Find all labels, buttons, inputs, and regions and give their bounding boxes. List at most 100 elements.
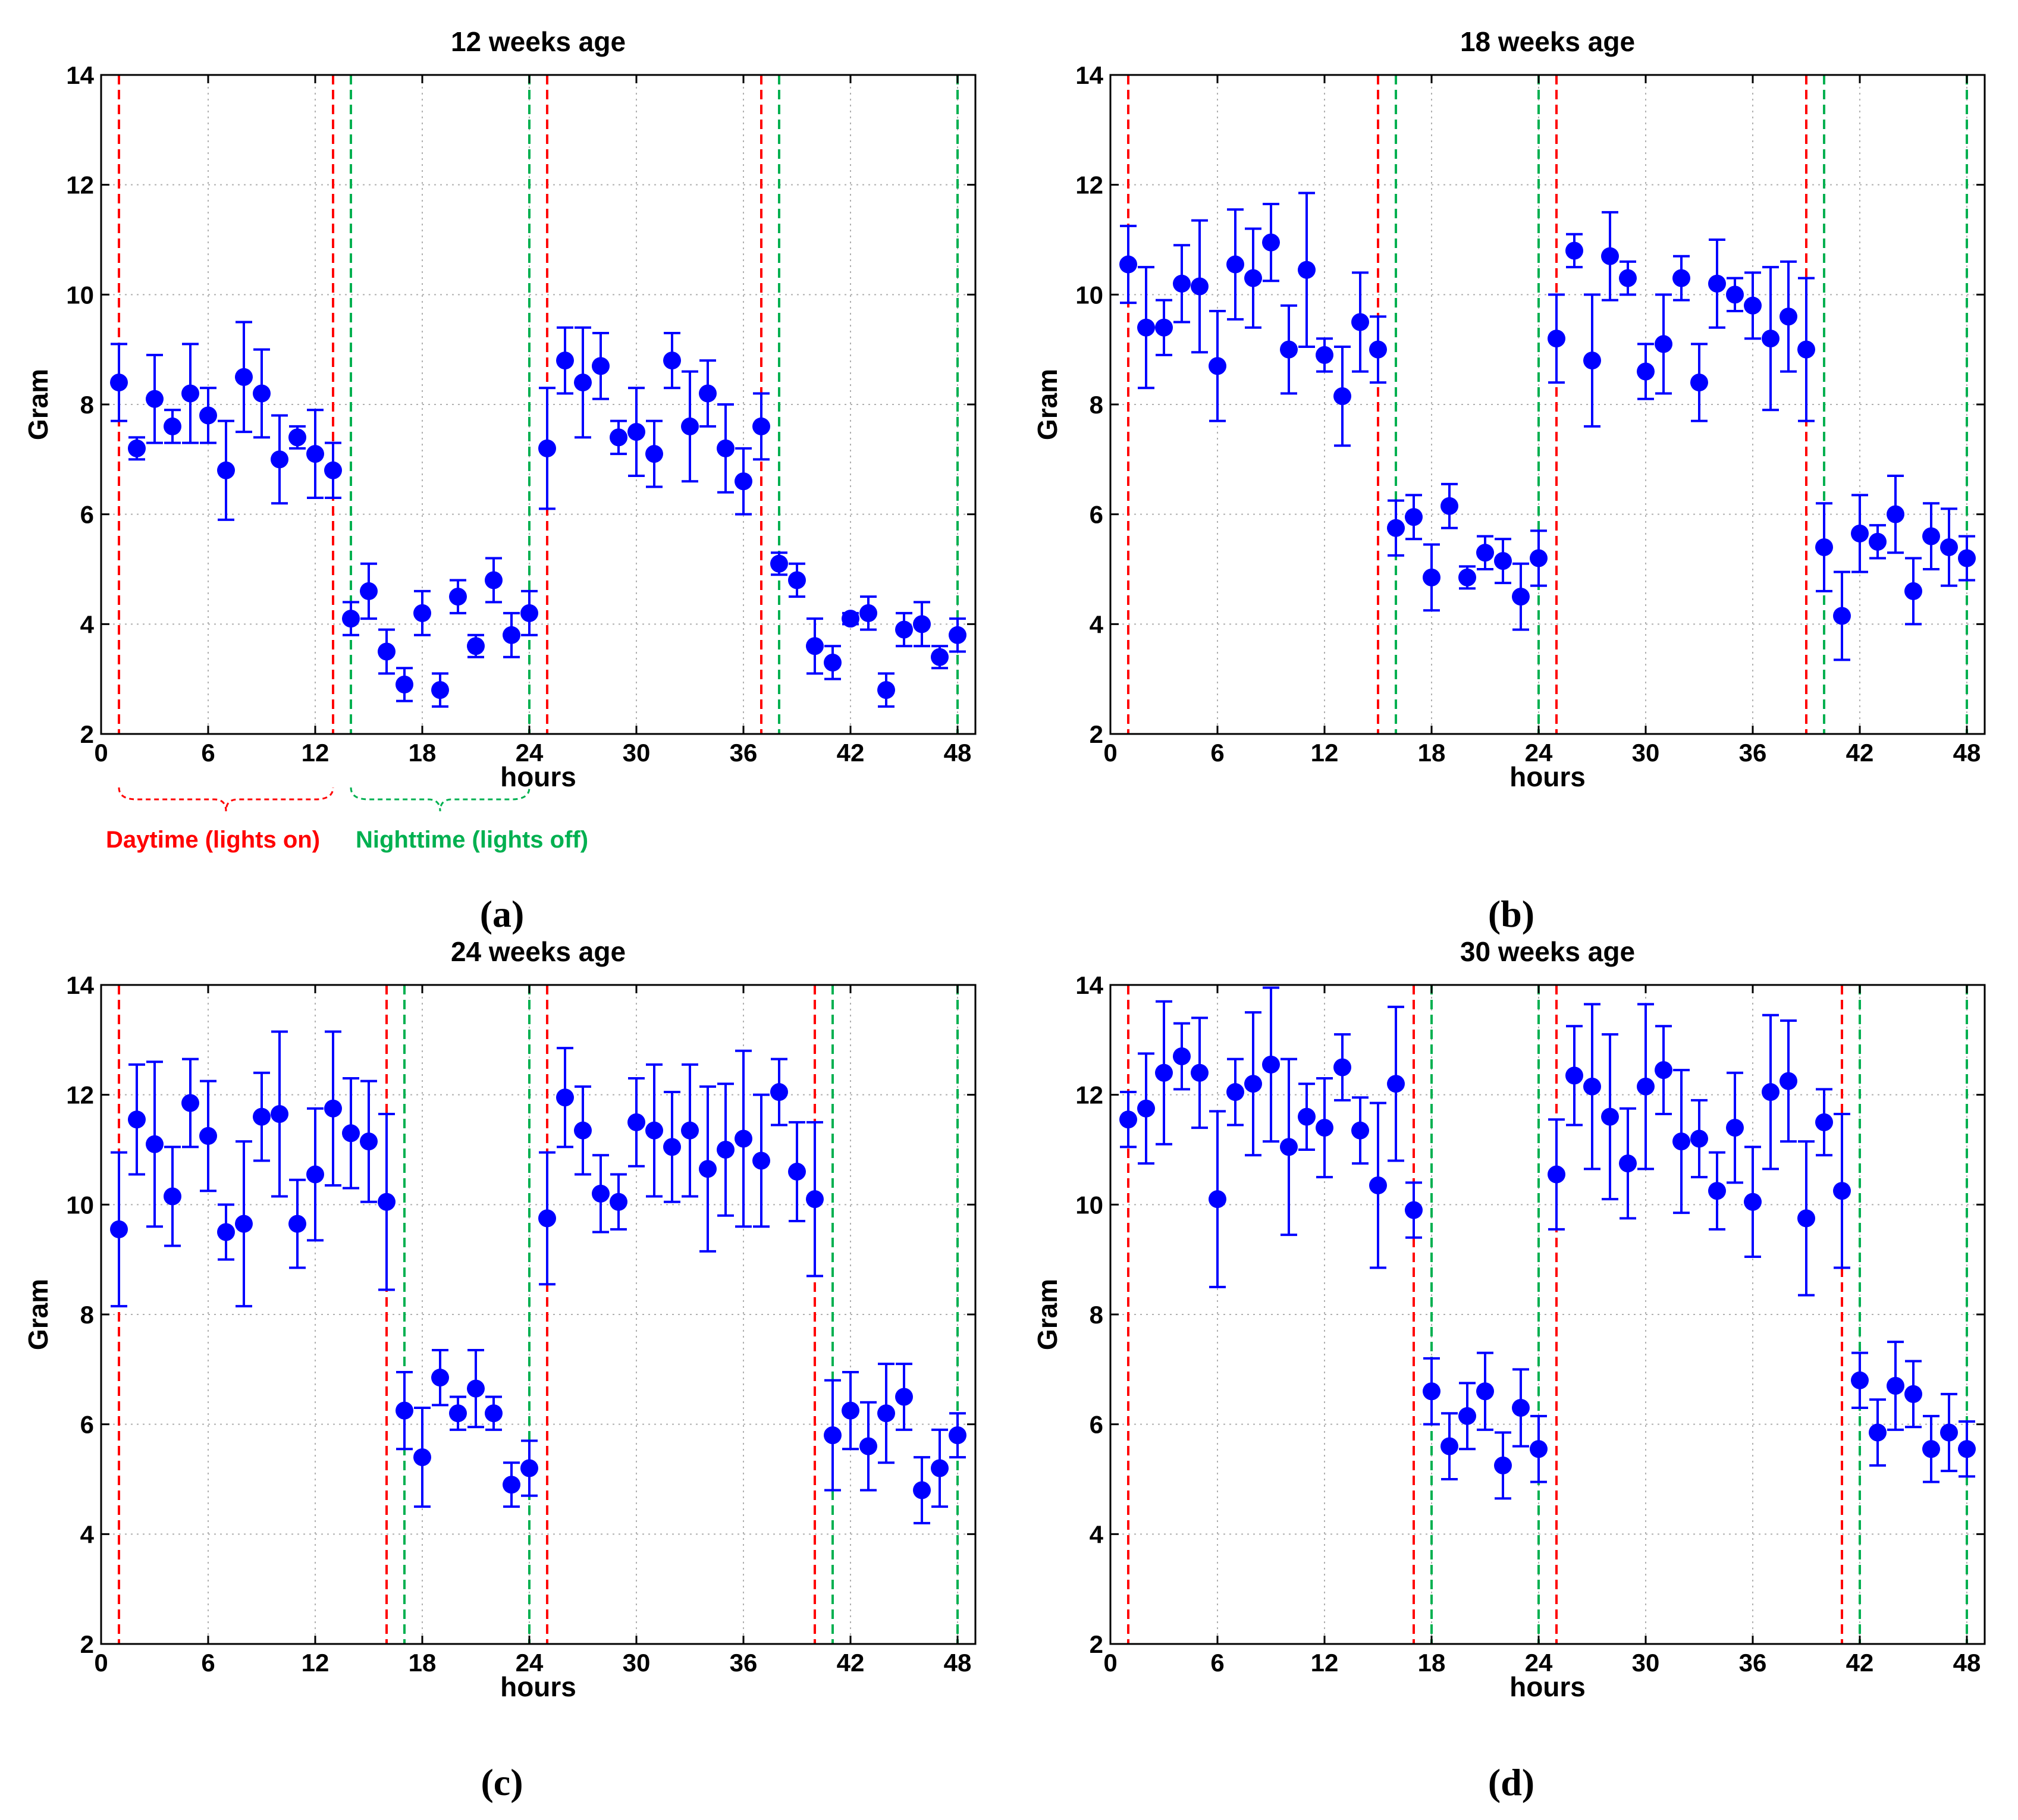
data-point bbox=[431, 1349, 449, 1407]
data-marker bbox=[1583, 352, 1601, 370]
data-point bbox=[1690, 1099, 1708, 1179]
data-marker bbox=[1851, 1371, 1869, 1389]
data-marker bbox=[1316, 1119, 1333, 1137]
data-point bbox=[360, 562, 378, 620]
nighttime-brace bbox=[350, 787, 531, 812]
data-marker bbox=[788, 1162, 806, 1181]
data-point bbox=[735, 447, 752, 516]
data-point bbox=[1833, 570, 1851, 661]
data-marker bbox=[824, 653, 842, 671]
data-point bbox=[1244, 227, 1262, 329]
x-tick-label: 48 bbox=[944, 1649, 972, 1677]
x-tick-label: 42 bbox=[1846, 1649, 1874, 1677]
data-point bbox=[1244, 1011, 1262, 1157]
y-tick-label: 10 bbox=[66, 281, 94, 309]
data-marker bbox=[110, 374, 128, 392]
data-marker bbox=[1797, 340, 1815, 359]
x-tick-label: 36 bbox=[730, 1649, 758, 1677]
data-point bbox=[1440, 482, 1458, 529]
x-tick-label: 6 bbox=[201, 739, 215, 767]
data-point bbox=[1173, 244, 1191, 324]
data-point bbox=[1423, 543, 1440, 612]
daytime-annotation: Daytime (lights on) bbox=[106, 827, 321, 853]
data-marker bbox=[895, 620, 913, 639]
data-point bbox=[1922, 1414, 1940, 1483]
data-marker bbox=[1619, 1154, 1637, 1173]
data-marker bbox=[235, 1215, 253, 1233]
data-marker bbox=[146, 1135, 164, 1153]
data-point bbox=[1226, 208, 1244, 321]
data-point bbox=[1280, 1058, 1298, 1237]
data-point bbox=[306, 1107, 324, 1242]
data-marker bbox=[1869, 1423, 1887, 1442]
y-tick-label: 14 bbox=[66, 971, 94, 999]
data-marker bbox=[842, 610, 859, 628]
data-marker bbox=[1833, 1182, 1851, 1200]
data-point bbox=[181, 343, 199, 444]
data-point bbox=[1726, 1071, 1744, 1184]
data-point bbox=[1209, 310, 1226, 422]
caption-a: (a) bbox=[479, 893, 525, 935]
data-marker bbox=[574, 1121, 592, 1140]
data-marker bbox=[824, 1426, 842, 1445]
data-point bbox=[1423, 1357, 1440, 1426]
data-point bbox=[503, 1461, 520, 1508]
data-point bbox=[1762, 1013, 1780, 1171]
data-point bbox=[413, 589, 431, 636]
data-point bbox=[164, 1146, 181, 1247]
x-axis-label: hours bbox=[1509, 1671, 1586, 1702]
data-marker bbox=[1173, 274, 1191, 293]
data-point bbox=[663, 331, 681, 390]
data-marker bbox=[645, 1121, 663, 1140]
x-tick-label: 36 bbox=[1739, 739, 1767, 767]
data-marker bbox=[770, 1083, 788, 1102]
data-point bbox=[1619, 1107, 1637, 1220]
data-point bbox=[1922, 502, 1940, 570]
data-point bbox=[1262, 986, 1280, 1143]
data-marker bbox=[1744, 296, 1762, 315]
data-point bbox=[342, 601, 360, 636]
data-marker bbox=[217, 1223, 235, 1241]
data-point bbox=[1797, 277, 1815, 422]
data-marker bbox=[1887, 1377, 1904, 1395]
data-marker bbox=[931, 648, 949, 666]
data-marker bbox=[1440, 1437, 1458, 1455]
data-point bbox=[1494, 538, 1512, 585]
data-marker bbox=[627, 1113, 645, 1131]
x-tick-label: 18 bbox=[1418, 739, 1446, 767]
data-point bbox=[396, 1370, 413, 1451]
data-point bbox=[324, 441, 342, 499]
data-marker bbox=[1548, 330, 1565, 348]
data-point bbox=[1958, 535, 1976, 582]
data-point bbox=[1655, 1025, 1672, 1115]
data-point bbox=[1958, 1420, 1976, 1478]
x-tick-label: 42 bbox=[1846, 739, 1874, 767]
data-point bbox=[735, 1049, 752, 1228]
data-marker bbox=[1922, 1440, 1940, 1458]
data-point bbox=[699, 1085, 717, 1253]
data-point bbox=[717, 403, 735, 494]
plot-background bbox=[1110, 985, 1985, 1644]
x-tick-label: 30 bbox=[1632, 1649, 1660, 1677]
chart-title: 12 weeks age bbox=[451, 26, 626, 57]
data-marker bbox=[645, 445, 663, 463]
y-tick-label: 4 bbox=[1090, 1520, 1104, 1548]
y-tick-label: 4 bbox=[80, 610, 95, 638]
data-marker bbox=[1851, 524, 1869, 542]
data-point bbox=[1333, 1033, 1351, 1102]
data-marker bbox=[1887, 505, 1904, 523]
data-marker bbox=[467, 1379, 485, 1398]
data-point bbox=[859, 1401, 877, 1492]
data-point bbox=[1815, 1088, 1833, 1157]
data-point bbox=[217, 419, 235, 521]
data-marker bbox=[735, 472, 752, 491]
daytime-brace bbox=[118, 787, 334, 812]
data-marker bbox=[1458, 568, 1476, 586]
data-marker bbox=[859, 1437, 877, 1455]
data-marker bbox=[1958, 549, 1976, 567]
data-marker bbox=[1316, 346, 1333, 364]
data-point bbox=[342, 1077, 360, 1190]
data-marker bbox=[1298, 1107, 1316, 1126]
data-marker bbox=[1512, 588, 1530, 606]
